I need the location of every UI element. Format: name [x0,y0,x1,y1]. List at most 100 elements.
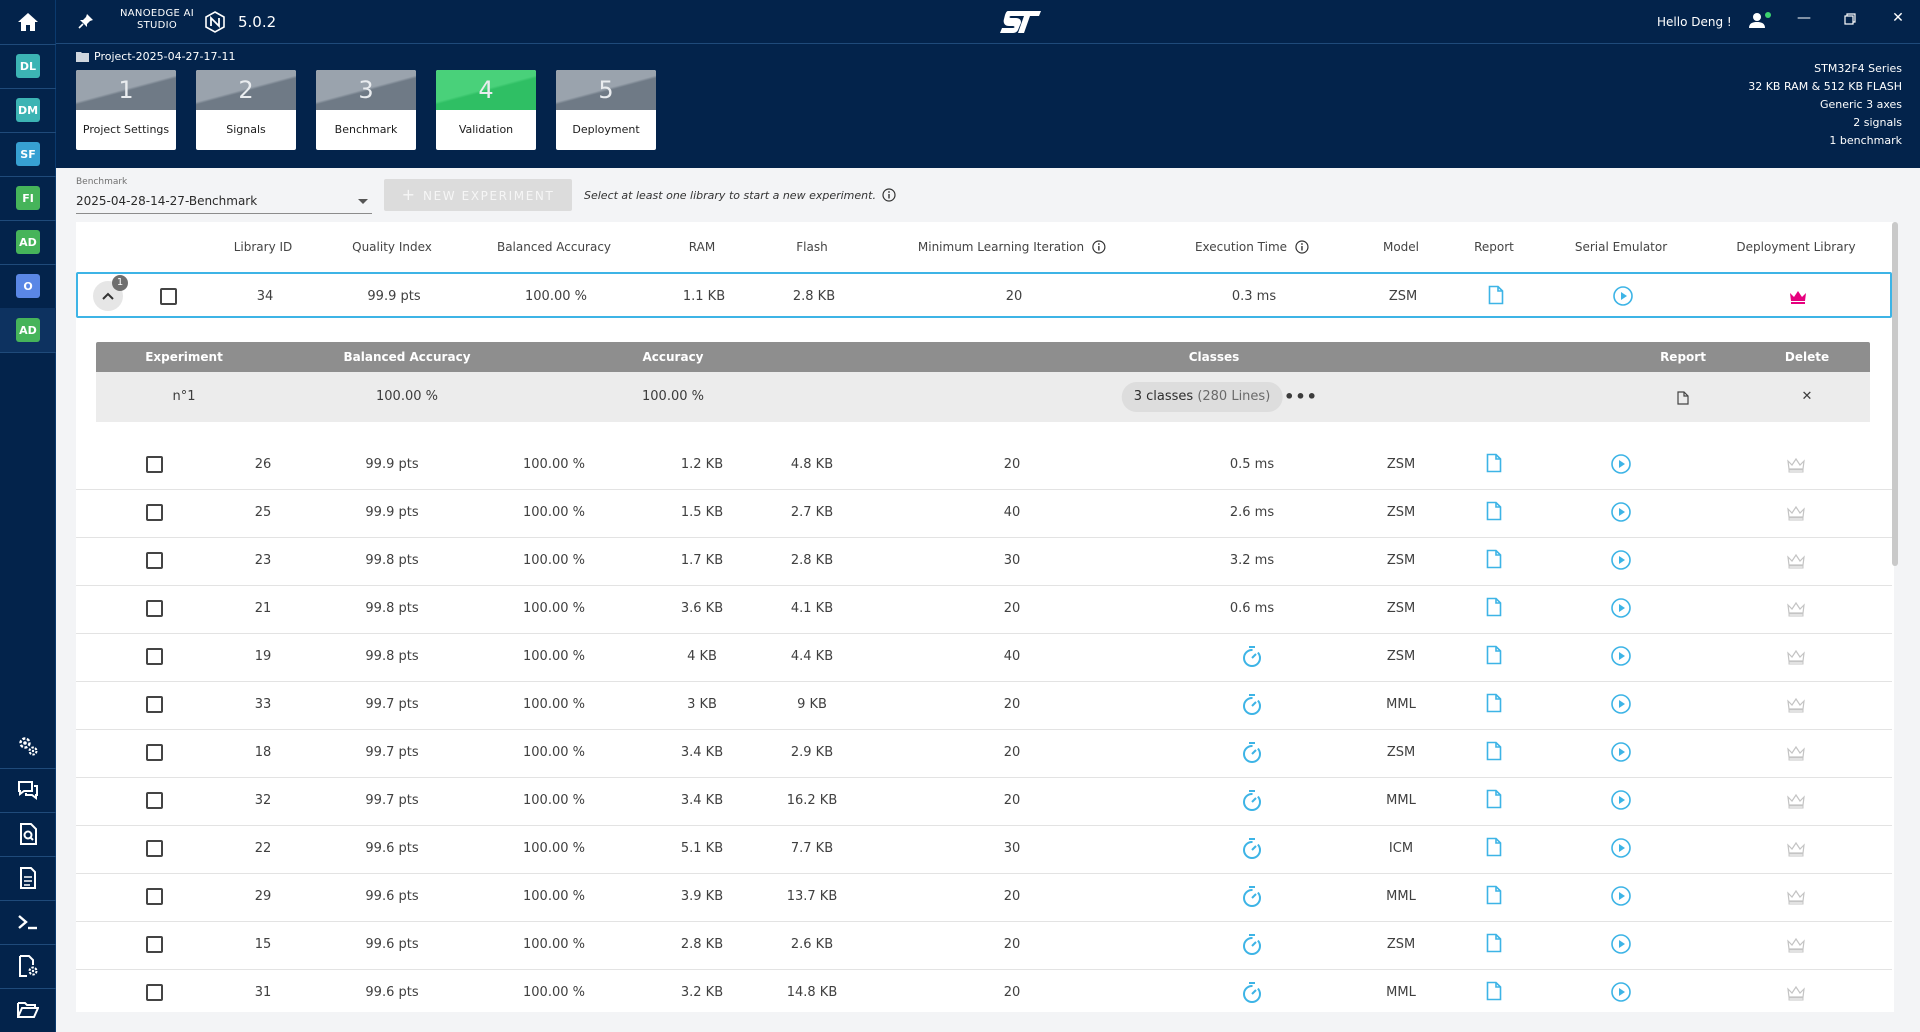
header-library-id[interactable]: Library ID [233,240,293,254]
row-checkbox[interactable] [146,984,163,1001]
crown-icon[interactable] [1786,649,1806,669]
step-3[interactable]: 3 Benchmark [316,70,416,150]
header-flash[interactable]: Flash [796,240,828,254]
row-checkbox[interactable] [146,936,163,953]
home-icon[interactable] [0,0,56,44]
report-icon[interactable] [1486,933,1502,957]
table-row[interactable]: 26 99.9 pts 100.00 % 1.2 KB 4.8 KB 20 0.5 ms ZS… [76,442,1892,490]
experiment-report-icon[interactable] [1677,390,1689,409]
crown-icon[interactable] [1786,937,1806,957]
report-icon[interactable] [1486,645,1502,669]
table-row[interactable]: 15 99.6 pts 100.00 % 2.8 KB 2.6 KB 20 ZSM [76,922,1892,970]
rail-project-2[interactable]: DM [0,88,56,132]
play-icon[interactable] [1610,645,1632,671]
row-checkbox[interactable] [146,648,163,665]
project-breadcrumb[interactable]: Project-2025-04-27-17-11 [76,50,235,63]
new-experiment-button[interactable]: + NEW EXPERIMENT [384,179,572,211]
play-icon[interactable] [1610,501,1632,527]
row-checkbox[interactable] [146,600,163,617]
crown-icon[interactable] [1786,553,1806,573]
table-row[interactable]: 18 99.7 pts 100.00 % 3.4 KB 2.9 KB 20 ZSM [76,730,1892,778]
rail-project-4[interactable]: FI [0,176,56,220]
rail-project-5[interactable]: AD [0,220,56,264]
chat-icon[interactable] [0,768,56,812]
row-checkbox[interactable] [146,504,163,521]
more-options-icon[interactable]: ••• [1284,387,1318,406]
report-icon[interactable] [1486,549,1502,573]
play-icon[interactable] [1610,933,1632,959]
report-icon[interactable] [1486,837,1502,861]
crown-icon[interactable] [1786,745,1806,765]
header-ram[interactable]: RAM [688,240,716,254]
play-icon[interactable] [1610,549,1632,575]
row-checkbox[interactable] [160,288,177,305]
table-row[interactable]: 19 99.8 pts 100.00 % 4 KB 4.4 KB 40 ZSM [76,634,1892,682]
play-icon[interactable] [1610,837,1632,863]
document-icon[interactable] [0,856,56,900]
header-min-iteration[interactable]: Minimum Learning Iteration [918,240,1106,254]
table-row[interactable]: 21 99.8 pts 100.00 % 3.6 KB 4.1 KB 20 0.6 ms ZS… [76,586,1892,634]
play-icon[interactable] [1610,693,1632,719]
crown-icon[interactable] [1786,697,1806,717]
crown-icon[interactable] [1786,793,1806,813]
row-checkbox[interactable] [146,792,163,809]
report-icon[interactable] [1486,741,1502,765]
row-checkbox[interactable] [146,696,163,713]
report-icon[interactable] [1486,789,1502,813]
report-icon[interactable] [1486,501,1502,525]
rail-project-3[interactable]: SF [0,132,56,176]
pin-icon[interactable] [78,13,94,33]
crown-icon[interactable] [1786,985,1806,1005]
table-row[interactable]: 22 99.6 pts 100.00 % 5.1 KB 7.7 KB 30 ICM [76,826,1892,874]
row-checkbox[interactable] [146,840,163,857]
row-checkbox[interactable] [146,888,163,905]
play-icon[interactable] [1610,453,1632,479]
header-execution-time[interactable]: Execution Time [1195,240,1309,254]
crown-icon[interactable] [1786,457,1806,477]
classes-pill[interactable]: 3 classes (280 Lines) [1121,382,1283,412]
step-4[interactable]: 4 Validation [436,70,536,150]
report-icon[interactable] [1488,285,1504,309]
folder-open-icon[interactable] [0,988,56,1032]
row-checkbox[interactable] [146,552,163,569]
step-2[interactable]: 2 Signals [196,70,296,150]
table-row[interactable]: 25 99.9 pts 100.00 % 1.5 KB 2.7 KB 40 2.6 ms ZS… [76,490,1892,538]
document-search-icon[interactable] [0,812,56,856]
play-icon[interactable] [1610,885,1632,911]
row-checkbox[interactable] [146,456,163,473]
info-icon[interactable] [882,188,896,202]
info-icon[interactable] [1092,240,1106,254]
delete-experiment-icon[interactable]: ✕ [1801,389,1813,404]
table-row[interactable]: 23 99.8 pts 100.00 % 1.7 KB 2.8 KB 30 3.2 ms ZS… [76,538,1892,586]
header-balanced-accuracy[interactable]: Balanced Accuracy [496,240,612,254]
play-icon[interactable] [1610,597,1632,623]
play-icon[interactable] [1610,741,1632,767]
rail-project-6[interactable]: O [0,264,56,308]
play-icon[interactable] [1612,285,1634,311]
rail-project-1[interactable]: DL [0,44,56,88]
table-row[interactable]: 1 34 99.9 pts 100.00 % 1.1 KB 2.8 KB 20 0.3 ms Z… [76,272,1892,318]
table-scrollbar[interactable] [1892,222,1898,566]
header-quality-index[interactable]: Quality Index [352,240,432,254]
row-checkbox[interactable] [146,744,163,761]
crown-icon[interactable] [1786,841,1806,861]
report-icon[interactable] [1486,885,1502,909]
restore-icon[interactable] [1838,10,1862,29]
report-icon[interactable] [1486,597,1502,621]
crown-icon[interactable] [1788,289,1808,309]
table-row[interactable]: 32 99.7 pts 100.00 % 3.4 KB 16.2 KB 20 MML [76,778,1892,826]
play-icon[interactable] [1610,981,1632,1007]
info-icon[interactable] [1295,240,1309,254]
benchmark-select[interactable]: 2025-04-28-14-27-Benchmark [76,190,372,214]
minimize-icon[interactable]: — [1797,10,1811,26]
user-icon[interactable] [1748,11,1772,33]
table-row[interactable]: 31 99.6 pts 100.00 % 3.2 KB 14.8 KB 20 MML [76,970,1892,1012]
report-icon[interactable] [1486,453,1502,477]
rail-project-7[interactable]: AD [0,308,56,352]
terminal-icon[interactable] [0,900,56,944]
close-icon[interactable]: ✕ [1892,10,1904,26]
table-row[interactable]: 29 99.6 pts 100.00 % 3.9 KB 13.7 KB 20 MML [76,874,1892,922]
report-icon[interactable] [1486,693,1502,717]
crown-icon[interactable] [1786,601,1806,621]
step-1[interactable]: 1 Project Settings [76,70,176,150]
